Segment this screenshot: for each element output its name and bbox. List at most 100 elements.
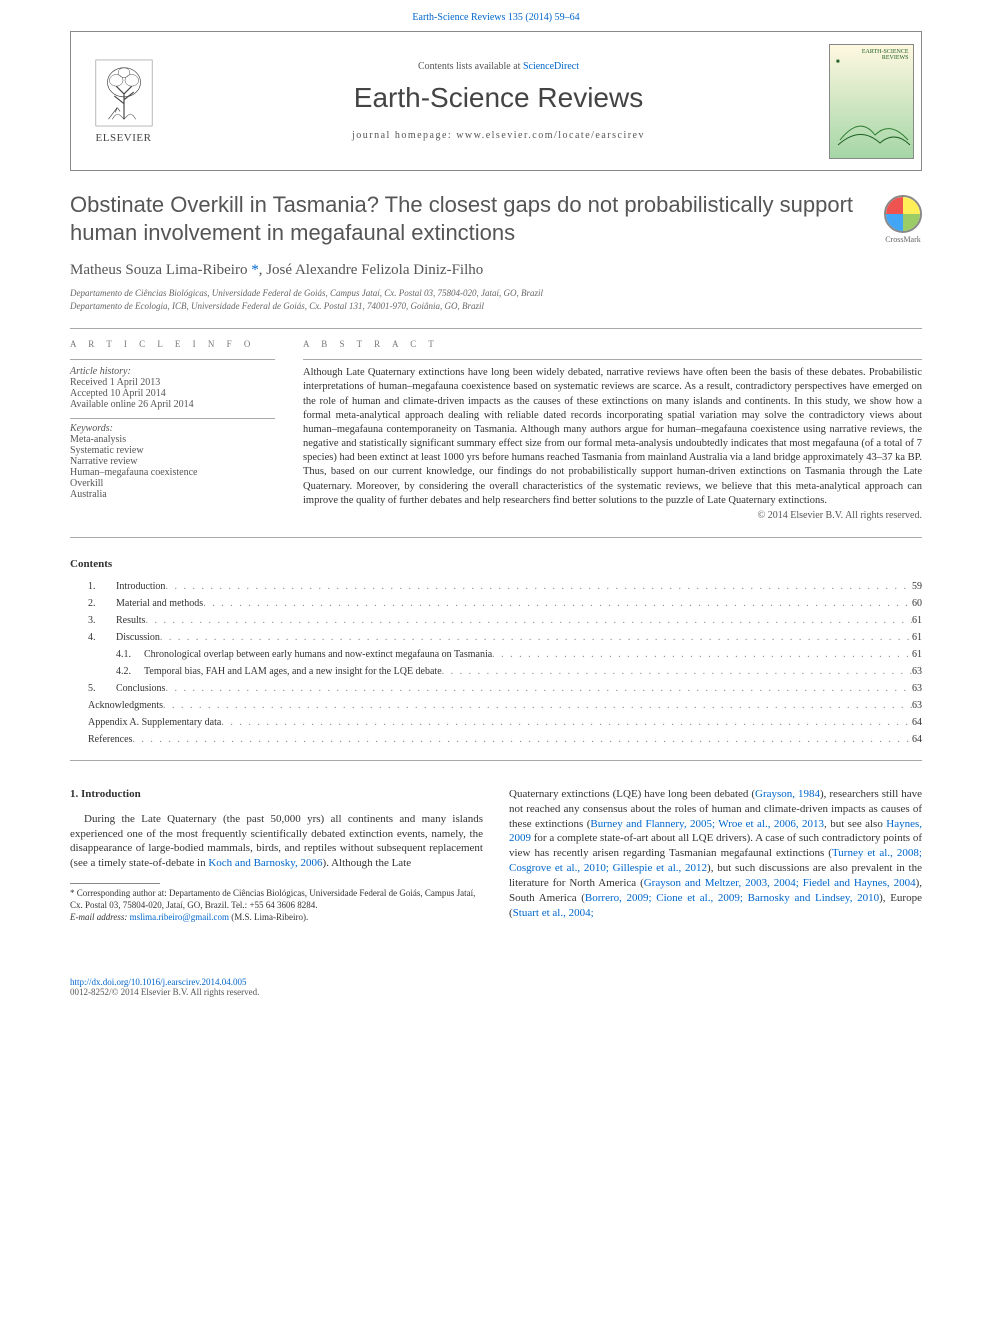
- toc-row[interactable]: 3.Results . . . . . . . . . . . . . . . …: [70, 612, 922, 629]
- toc-num: 4.2.: [116, 663, 144, 680]
- toc-num: 3.: [88, 612, 116, 629]
- crossmark-icon: [884, 195, 922, 233]
- journal-cover-slot: EARTH-SCIENCE REVIEWS ■: [821, 32, 921, 170]
- info-rule: [70, 359, 275, 360]
- toc-heading: Contents: [70, 558, 922, 570]
- toc-label: References: [88, 731, 132, 748]
- keyword-5: Australia: [70, 489, 275, 500]
- sciencedirect-link[interactable]: ScienceDirect: [523, 61, 579, 72]
- toc-page: 64: [912, 714, 922, 731]
- cite-borrero-cione[interactable]: Borrero, 2009; Cione et al., 2009; Barno…: [585, 892, 879, 904]
- homepage-url: www.elsevier.com/locate/earscirev: [456, 130, 645, 141]
- toc-label: Appendix A. Supplementary data: [88, 714, 221, 731]
- toc-num: 4.1.: [116, 646, 144, 663]
- toc-row[interactable]: 4.Discussion . . . . . . . . . . . . . .…: [70, 629, 922, 646]
- toc-num: 5.: [88, 680, 116, 697]
- email-suffix: (M.S. Lima-Ribeiro).: [229, 912, 308, 922]
- elsevier-tree-icon: [91, 58, 156, 128]
- r3: , but see also: [824, 818, 886, 830]
- crossmark-q3: [886, 214, 903, 231]
- cite-koch-barnosky[interactable]: Koch and Barnosky, 2006: [208, 857, 322, 869]
- corresponding-footnote: * Corresponding author at: Departamento …: [70, 888, 483, 923]
- rule-after-toc: [70, 760, 922, 761]
- body-right-column: Quaternary extinctions (LQE) have long b…: [509, 787, 922, 923]
- toc-page: 61: [912, 629, 922, 646]
- toc-num: 4.: [88, 629, 116, 646]
- contents-available-line: Contents lists available at ScienceDirec…: [418, 61, 579, 72]
- journal-homepage: journal homepage: www.elsevier.com/locat…: [352, 130, 645, 141]
- toc-row[interactable]: Acknowledgments . . . . . . . . . . . . …: [70, 697, 922, 714]
- toc-row[interactable]: 4.2.Temporal bias, FAH and LAM ages, and…: [70, 663, 922, 680]
- toc-page: 59: [912, 578, 922, 595]
- volume-citation: Earth-Science Reviews 135 (2014) 59–64: [0, 0, 992, 31]
- doi-link[interactable]: http://dx.doi.org/10.1016/j.earscirev.20…: [70, 977, 246, 987]
- crossmark-badge[interactable]: CrossMark: [884, 195, 922, 244]
- toc-row[interactable]: References . . . . . . . . . . . . . . .…: [70, 731, 922, 748]
- toc-num: 1.: [88, 578, 116, 595]
- toc-page: 63: [912, 697, 922, 714]
- article-title: Obstinate Overkill in Tasmania? The clos…: [70, 191, 868, 246]
- toc-leader-dots: . . . . . . . . . . . . . . . . . . . . …: [221, 714, 912, 731]
- crossmark-q1: [886, 197, 903, 214]
- toc-label: Introduction: [116, 578, 165, 595]
- affiliations: Departamento de Ciências Biológicas, Uni…: [70, 287, 922, 312]
- intro-paragraph-right: Quaternary extinctions (LQE) have long b…: [509, 787, 922, 921]
- toc-label: Results: [116, 612, 145, 629]
- keyword-1: Systematic review: [70, 445, 275, 456]
- author-names: Matheus Souza Lima-Ribeiro *, José Alexa…: [70, 262, 483, 278]
- keyword-3: Human–megafauna coexistence: [70, 467, 275, 478]
- contents-prefix: Contents lists available at: [418, 61, 523, 72]
- affiliation-1: Departamento de Ciências Biológicas, Uni…: [70, 287, 922, 300]
- toc-label: Acknowledgments: [88, 697, 163, 714]
- cite-grayson-1984[interactable]: Grayson, 1984: [755, 788, 820, 800]
- table-of-contents: 1.Introduction . . . . . . . . . . . . .…: [70, 578, 922, 748]
- intro-heading: 1. Introduction: [70, 787, 483, 802]
- publisher-logo: ELSEVIER: [71, 32, 176, 170]
- toc-row[interactable]: 5.Conclusions . . . . . . . . . . . . . …: [70, 680, 922, 697]
- toc-row[interactable]: 2.Material and methods . . . . . . . . .…: [70, 595, 922, 612]
- intro-paragraph-left: During the Late Quaternary (the past 50,…: [70, 812, 483, 871]
- rule-top: [70, 328, 922, 329]
- toc-leader-dots: . . . . . . . . . . . . . . . . . . . . …: [442, 663, 912, 680]
- journal-masthead: ELSEVIER Contents lists available at Sci…: [70, 31, 922, 171]
- history-received: Received 1 April 2013: [70, 377, 275, 388]
- history-online: Available online 26 April 2014: [70, 399, 275, 410]
- toc-row[interactable]: 4.1.Chronological overlap between early …: [70, 646, 922, 663]
- r1: Quaternary extinctions (LQE) have long b…: [509, 788, 755, 800]
- crossmark-label: CrossMark: [885, 235, 921, 244]
- volume-link[interactable]: Earth-Science Reviews 135 (2014) 59–64: [412, 12, 579, 23]
- toc-leader-dots: . . . . . . . . . . . . . . . . . . . . …: [132, 731, 912, 748]
- toc-page: 61: [912, 646, 922, 663]
- footnote-address: * Corresponding author at: Departamento …: [70, 888, 483, 911]
- toc-leader-dots: . . . . . . . . . . . . . . . . . . . . …: [165, 680, 912, 697]
- toc-leader-dots: . . . . . . . . . . . . . . . . . . . . …: [163, 697, 912, 714]
- cite-grayson-meltzer[interactable]: Grayson and Meltzer, 2003, 2004; Fiedel …: [644, 877, 916, 889]
- article-info-column: A R T I C L E I N F O Article history: R…: [70, 339, 275, 521]
- toc-num: 2.: [88, 595, 116, 612]
- toc-label: Temporal bias, FAH and LAM ages, and a n…: [144, 663, 442, 680]
- journal-title: Earth-Science Reviews: [354, 82, 643, 114]
- cite-stuart-2004[interactable]: Stuart et al., 2004;: [513, 907, 594, 919]
- footnote-rule: [70, 883, 160, 884]
- body-left-column: 1. Introduction During the Late Quaterna…: [70, 787, 483, 923]
- abstract-copyright: © 2014 Elsevier B.V. All rights reserved…: [303, 510, 922, 521]
- toc-leader-dots: . . . . . . . . . . . . . . . . . . . . …: [492, 646, 912, 663]
- affiliation-2: Departamento de Ecologia, ICB, Universid…: [70, 300, 922, 313]
- svg-text:■: ■: [836, 59, 840, 65]
- cite-burney-wroe[interactable]: Burney and Flannery, 2005; Wroe et al., …: [590, 818, 824, 830]
- toc-label: Discussion: [116, 629, 160, 646]
- toc-leader-dots: . . . . . . . . . . . . . . . . . . . . …: [160, 629, 912, 646]
- t2: ). Although the Late: [323, 857, 412, 869]
- homepage-prefix: journal homepage:: [352, 130, 456, 141]
- abstract-heading: A B S T R A C T: [303, 339, 922, 349]
- toc-page: 60: [912, 595, 922, 612]
- publisher-name: ELSEVIER: [96, 132, 152, 144]
- history-head: Article history:: [70, 366, 275, 377]
- article-info-heading: A R T I C L E I N F O: [70, 339, 275, 349]
- toc-label: Chronological overlap between early huma…: [144, 646, 492, 663]
- toc-row[interactable]: 1.Introduction . . . . . . . . . . . . .…: [70, 578, 922, 595]
- toc-row[interactable]: Appendix A. Supplementary data . . . . .…: [70, 714, 922, 731]
- crossmark-q4: [903, 214, 920, 231]
- author-email-link[interactable]: mslima.ribeiro@gmail.com: [130, 912, 229, 922]
- masthead-center: Contents lists available at ScienceDirec…: [176, 32, 821, 170]
